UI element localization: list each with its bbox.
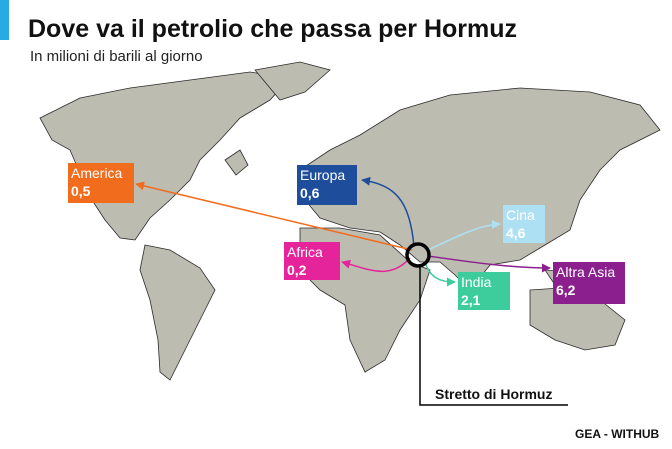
flow-arrow xyxy=(424,261,456,287)
region-name: Altra Asia xyxy=(556,264,615,280)
flow-arrow xyxy=(427,219,501,251)
region-value: 0,6 xyxy=(300,185,320,201)
region-name: America xyxy=(71,165,123,181)
region-name: India xyxy=(461,274,492,290)
region-name: Cina xyxy=(506,207,535,223)
region-value: 4,6 xyxy=(506,225,526,241)
title: Dove va il petrolio che passa per Hormuz xyxy=(28,15,517,43)
strait-leader xyxy=(419,266,568,406)
region-value: 0,5 xyxy=(71,183,91,199)
region-value: 0,2 xyxy=(287,262,307,278)
strait-label: Stretto di Hormuz xyxy=(435,386,552,402)
flow-arrow xyxy=(341,257,411,272)
region-box xyxy=(503,205,545,243)
hormuz-marker xyxy=(405,242,431,268)
region-box xyxy=(458,272,510,310)
accent-bar xyxy=(0,0,9,40)
region-name: Europa xyxy=(300,167,345,183)
flow-arrow xyxy=(361,176,415,248)
flow-arrow xyxy=(135,181,413,251)
region-box xyxy=(297,165,357,205)
region-value: 6,2 xyxy=(556,282,576,298)
region-name: Africa xyxy=(287,244,323,260)
subtitle: In milioni di barili al giorno xyxy=(30,48,203,65)
world-map xyxy=(39,61,661,381)
flow-arrow xyxy=(427,255,551,273)
region-box xyxy=(284,242,340,280)
credit: GEA - WITHUB xyxy=(575,427,660,441)
region-box xyxy=(68,163,134,203)
region-value: 2,1 xyxy=(461,292,481,308)
flows xyxy=(135,176,551,287)
region-box xyxy=(553,262,625,304)
